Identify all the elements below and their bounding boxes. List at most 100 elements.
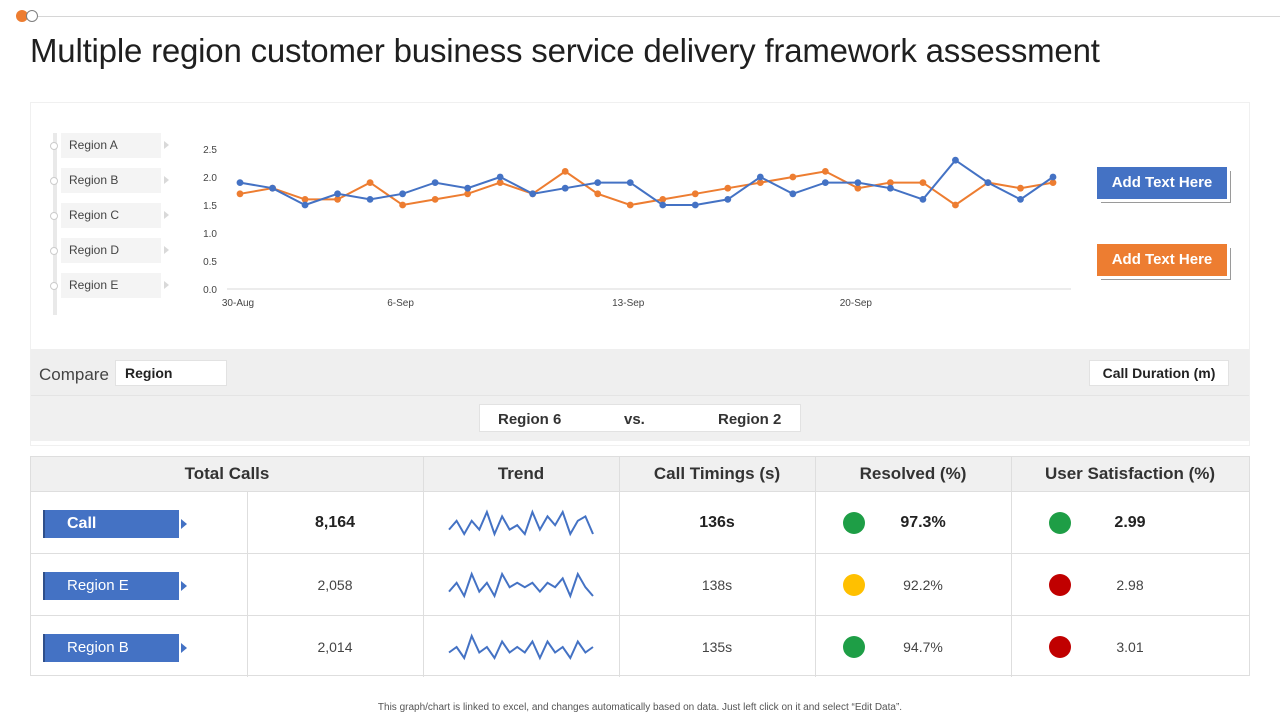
- compare-label: Compare: [39, 365, 109, 384]
- line-chart[interactable]: 2.5 2.0 1.5 1.0 0.5 0.0 30-Aug 6-Sep 13-Sep 20-Se…: [31, 103, 1091, 333]
- call-timing-value: 135s: [701, 639, 733, 655]
- y-tick-label: 1.0: [203, 229, 217, 240]
- versus-left-region[interactable]: Region 6: [498, 411, 562, 428]
- satisfaction-value: 2.99: [1114, 514, 1146, 531]
- sparkline-path: [448, 633, 594, 661]
- legend-item[interactable]: Region A: [50, 133, 169, 158]
- series-line-orange: [239, 170, 1054, 207]
- data-point-blue: [919, 196, 927, 203]
- header-trend: Trend: [497, 464, 545, 483]
- header-divider: [38, 16, 1280, 17]
- x-tick-label: 13-Sep: [612, 298, 645, 309]
- data-point-orange: [431, 196, 439, 203]
- data-point-blue: [334, 190, 341, 198]
- data-point-blue: [952, 156, 959, 164]
- data-point-blue: [1049, 173, 1057, 181]
- resolved-status-icon: [843, 512, 865, 534]
- row-label-tag[interactable]: Region E: [43, 572, 179, 600]
- compare-select[interactable]: Region: [115, 360, 227, 386]
- legend-label: Region A: [69, 138, 118, 152]
- versus-right-region[interactable]: Region 2: [718, 411, 782, 428]
- column-divider: [423, 457, 424, 677]
- trend-sparkline: [448, 633, 594, 661]
- metrics-table: Total Calls Trend Call Timings (s) Resol…: [30, 456, 1250, 677]
- data-point-orange: [952, 201, 959, 209]
- legend-label: Region D: [69, 243, 120, 257]
- data-point-blue: [464, 184, 472, 192]
- satisfaction-status-icon: [1049, 574, 1071, 596]
- legend-scroll-track: [53, 133, 57, 315]
- arrow-right-icon: [164, 141, 169, 149]
- total-calls-value: 2,058: [317, 577, 353, 593]
- metric-select[interactable]: Call Duration (m): [1089, 360, 1229, 386]
- data-point-blue: [756, 173, 764, 181]
- data-point-orange: [756, 179, 764, 186]
- bullet-icon: [50, 142, 58, 150]
- resolved-status-icon: [843, 636, 865, 658]
- versus-bar: Region 6 vs. Region 2: [31, 395, 1249, 441]
- data-point-blue: [887, 184, 894, 192]
- data-point-blue: [854, 179, 862, 186]
- legend-item[interactable]: Region C: [50, 203, 169, 228]
- data-point-blue: [366, 196, 374, 203]
- data-point-blue: [984, 179, 992, 186]
- satisfaction-status-icon: [1049, 636, 1071, 658]
- page-title: Multiple region customer business servic…: [30, 32, 1100, 69]
- data-point-orange: [724, 184, 732, 192]
- data-point-orange: [236, 190, 244, 198]
- data-point-orange: [334, 196, 341, 203]
- data-point-orange: [464, 190, 472, 198]
- data-point-orange: [887, 179, 894, 186]
- data-point-blue: [1017, 196, 1024, 203]
- trend-sparkline: [448, 571, 594, 599]
- column-divider: [619, 457, 620, 677]
- data-point-blue: [301, 201, 309, 209]
- satisfaction-value: 3.01: [1116, 639, 1144, 655]
- chart-legend: Region A Region B Region C Region D Regi…: [50, 133, 169, 315]
- series-line-blue: [239, 158, 1054, 207]
- header-user-satisfaction: User Satisfaction (%): [1044, 464, 1216, 483]
- y-tick-label: 0.5: [203, 257, 217, 268]
- versus-selector[interactable]: Region 6 vs. Region 2: [479, 404, 801, 432]
- row-label-tag[interactable]: Call: [43, 510, 179, 538]
- satisfaction-value: 2.98: [1116, 577, 1144, 593]
- arrow-right-icon: [164, 211, 169, 219]
- data-point-orange: [301, 196, 309, 203]
- bullet-icon: [50, 282, 58, 290]
- legend-item[interactable]: Region E: [50, 273, 169, 298]
- arrow-right-icon: [181, 581, 187, 591]
- data-point-orange: [496, 179, 504, 186]
- table-row: Region B 2,014 135s 94.7% 3.01: [31, 615, 1249, 677]
- x-tick-label: 6-Sep: [387, 298, 414, 309]
- add-text-orange-button[interactable]: Add Text Here: [1097, 244, 1227, 276]
- row-label-tag[interactable]: Region B: [43, 634, 179, 662]
- resolved-value: 92.2%: [903, 577, 943, 593]
- resolved-status-icon: [843, 574, 865, 596]
- data-point-orange: [561, 168, 569, 175]
- data-point-blue: [269, 184, 276, 192]
- data-point-orange: [854, 184, 862, 192]
- arrow-right-icon: [164, 176, 169, 184]
- data-point-orange: [1017, 184, 1024, 192]
- data-point-orange: [594, 190, 602, 198]
- y-tick-label: 1.5: [203, 201, 217, 212]
- satisfaction-status-icon: [1049, 512, 1071, 534]
- legend-label: Region B: [69, 173, 119, 187]
- legend-item[interactable]: Region B: [50, 168, 169, 193]
- data-point-orange: [399, 201, 406, 209]
- versus-label: vs.: [624, 411, 645, 428]
- data-point-blue: [399, 190, 406, 198]
- legend-item[interactable]: Region D: [50, 238, 169, 263]
- resolved-value: 97.3%: [900, 514, 946, 531]
- column-divider: [1011, 457, 1012, 677]
- arrow-right-icon: [181, 519, 187, 529]
- x-tick-label: 30-Aug: [222, 298, 254, 309]
- data-point-blue: [496, 173, 504, 181]
- table-row: Call 8,164 136s 97.3% 2.99: [31, 491, 1249, 553]
- footnote: This graph/chart is linked to excel, and…: [377, 702, 903, 713]
- bullet-icon: [50, 177, 58, 185]
- add-text-blue-button[interactable]: Add Text Here: [1097, 167, 1227, 199]
- legend-label: Region E: [69, 278, 119, 292]
- bullet-icon: [50, 212, 58, 220]
- data-point-blue: [626, 179, 634, 186]
